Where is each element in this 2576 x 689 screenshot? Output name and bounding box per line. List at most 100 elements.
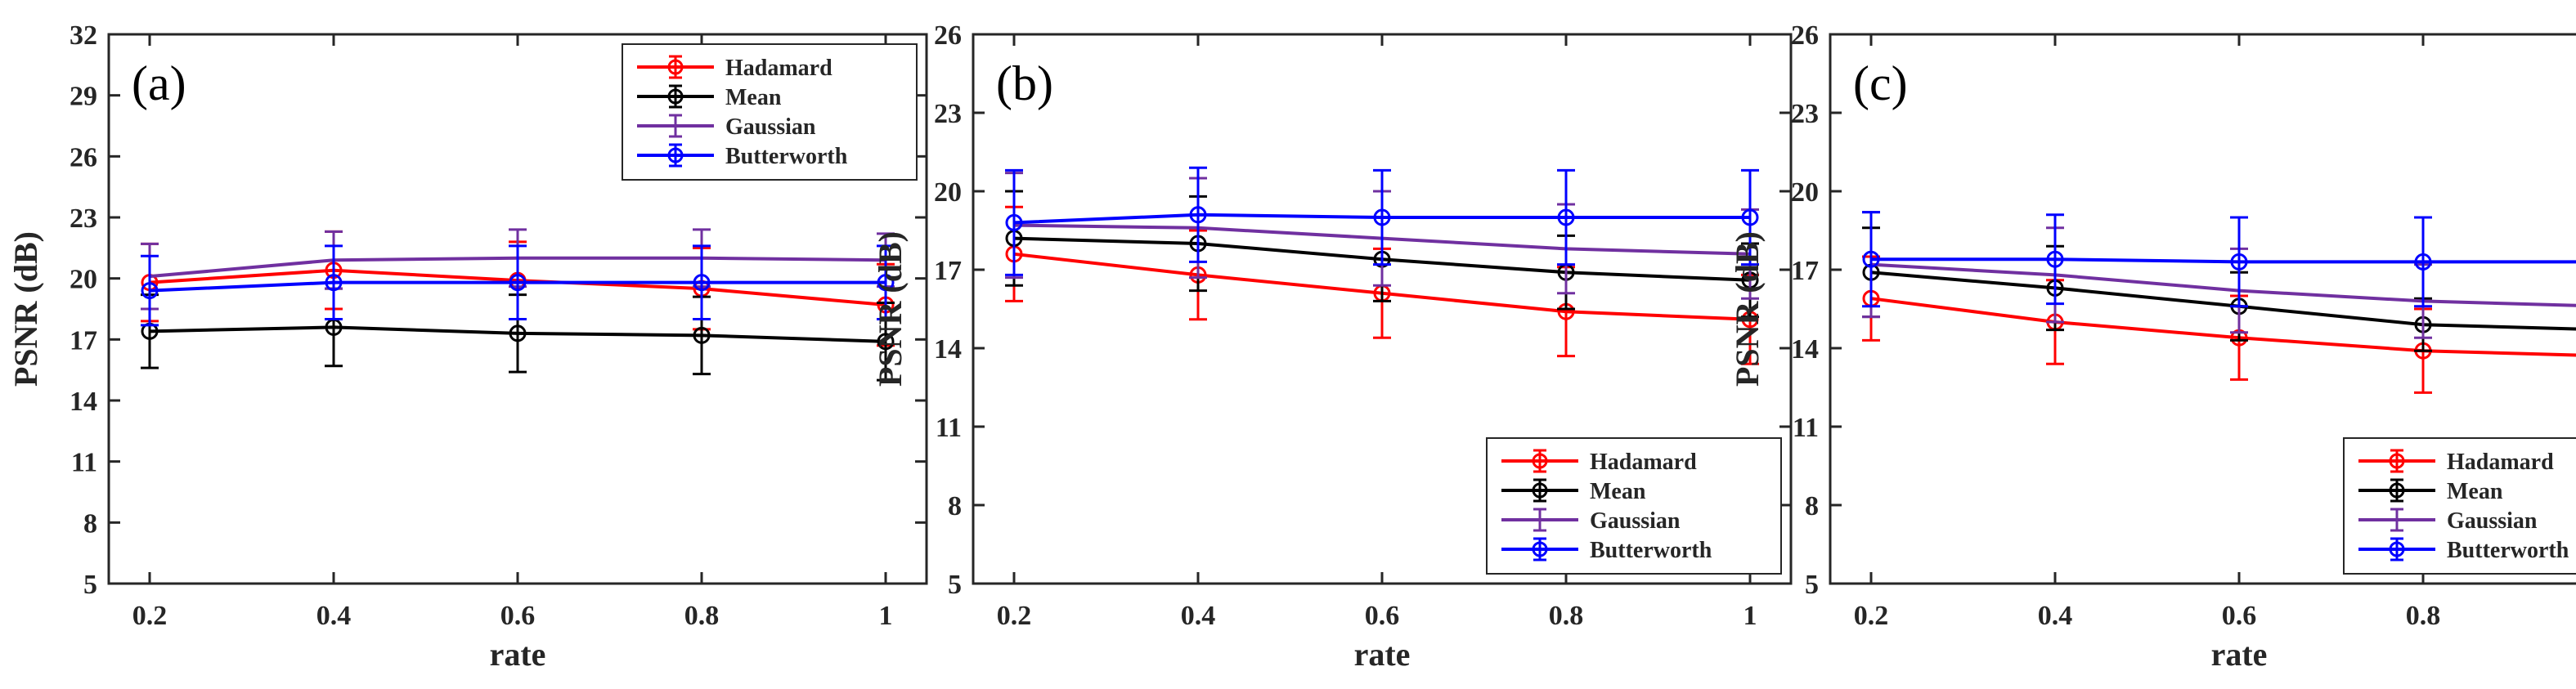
x-tick-label: 0.8 xyxy=(684,601,720,631)
y-axis-label: PSNR (dB) xyxy=(7,231,44,387)
legend-entry-hadamard: Hadamard xyxy=(2358,449,2554,475)
y-axis-label: PSNR (dB) xyxy=(1729,231,1766,387)
legend-swatch-marker xyxy=(667,147,684,163)
x-axis-label: rate xyxy=(2211,636,2268,673)
y-tick-label: 20 xyxy=(70,265,97,295)
y-tick-label: 32 xyxy=(70,20,97,51)
data-point xyxy=(1557,208,1575,226)
y-tick-label: 14 xyxy=(70,387,97,417)
x-tick-label: 0.6 xyxy=(1365,601,1400,631)
panel-tag: (b) xyxy=(996,56,1053,110)
data-point xyxy=(325,274,343,292)
data-point xyxy=(1189,206,1207,224)
data-point xyxy=(2046,250,2064,268)
y-tick-label: 8 xyxy=(948,491,962,521)
y-tick-label: 11 xyxy=(71,448,97,478)
y-axis-label: PSNR (dB) xyxy=(872,231,909,387)
legend-label: Gaussian xyxy=(725,114,816,140)
data-point xyxy=(1005,213,1023,231)
y-tick-label: 20 xyxy=(934,177,962,208)
legend-label: Hadamard xyxy=(1590,450,1697,475)
y-tick-label: 26 xyxy=(934,20,962,51)
y-tick-label: 8 xyxy=(83,508,97,539)
legend-entry-butterworth: Butterworth xyxy=(637,143,848,169)
x-tick-label: 0.2 xyxy=(132,601,168,631)
y-tick-label: 11 xyxy=(936,413,962,443)
legend: Hadamard Mean Gaussian Butterworth xyxy=(1486,437,1782,575)
y-tick-label: 26 xyxy=(70,142,97,172)
legend-label: Gaussian xyxy=(1590,508,1681,534)
y-tick-label: 26 xyxy=(1791,20,1819,51)
legend-swatch-marker xyxy=(2389,482,2405,499)
legend-label: Butterworth xyxy=(725,144,848,169)
legend-label: Hadamard xyxy=(725,56,832,81)
y-tick-label: 20 xyxy=(1791,177,1819,208)
y-tick-label: 5 xyxy=(83,570,97,600)
series-butterworth xyxy=(141,244,895,327)
y-tick-label: 23 xyxy=(70,204,97,234)
legend-label: Butterworth xyxy=(2447,538,2569,563)
legend-entry-butterworth: Butterworth xyxy=(1501,537,1712,563)
y-tick-label: 8 xyxy=(1805,491,1819,521)
legend-swatch-marker xyxy=(667,59,684,75)
legend-entry-hadamard: Hadamard xyxy=(637,55,832,81)
x-tick-label: 0.2 xyxy=(1854,601,1889,631)
legend: Hadamard Mean Gaussian Butterworth xyxy=(622,43,918,181)
data-point xyxy=(1373,208,1391,226)
y-tick-label: 14 xyxy=(1791,334,1819,365)
x-tick-label: 0.6 xyxy=(2222,601,2257,631)
data-point xyxy=(693,274,711,292)
legend-entry-gaussian: Gaussian xyxy=(637,114,816,140)
y-tick-label: 14 xyxy=(934,334,962,365)
y-tick-label: 5 xyxy=(1805,570,1819,600)
legend-entry-gaussian: Gaussian xyxy=(2358,508,2538,534)
legend-label: Mean xyxy=(2447,479,2503,504)
legend-label: Butterworth xyxy=(1590,538,1712,563)
x-axis-label: rate xyxy=(1354,636,1411,673)
x-tick-label: 0.2 xyxy=(997,601,1032,631)
data-point xyxy=(1862,250,1880,268)
x-tick-label: 0.8 xyxy=(2406,601,2441,631)
legend-label: Mean xyxy=(725,85,782,110)
data-point xyxy=(2414,253,2432,271)
x-tick-label: 0.6 xyxy=(500,601,536,631)
data-point xyxy=(2230,253,2248,271)
legend-entry-mean: Mean xyxy=(2358,478,2503,504)
x-axis-label: rate xyxy=(490,636,546,673)
legend-entry-gaussian: Gaussian xyxy=(1501,508,1681,534)
x-tick-label: 0.8 xyxy=(1549,601,1584,631)
legend-swatch-marker xyxy=(667,88,684,105)
chart-panel-b: 5 8 11 14 17 20 23 26 0.2 0.4 0.6 0.8 1 rate PSNR (dB)… xyxy=(872,20,1793,673)
x-tick-label: 0.4 xyxy=(2038,601,2073,631)
y-tick-label: 23 xyxy=(934,99,962,129)
legend-swatch-marker xyxy=(2389,541,2405,557)
panels: 5 8 11 14 17 20 23 26 29 32 0.2 0.4 0.6 0.8 1 rate PSNR … xyxy=(7,20,2576,673)
chart-panel-a: 5 8 11 14 17 20 23 26 29 32 0.2 0.4 0.6 0.8 1 rate PSNR … xyxy=(7,20,928,673)
series-butterworth xyxy=(1005,166,1759,276)
panel-tag: (a) xyxy=(132,56,186,110)
data-point xyxy=(509,324,527,342)
series-butterworth xyxy=(1862,211,2576,308)
data-point xyxy=(877,333,895,351)
legend-swatch-marker xyxy=(1532,482,1548,499)
legend-label: Gaussian xyxy=(2447,508,2538,534)
legend-swatch-marker xyxy=(1532,541,1548,557)
x-tick-label: 0.4 xyxy=(316,601,352,631)
legend-swatch-marker xyxy=(1532,453,1548,469)
x-tick-label: 1 xyxy=(1744,601,1757,631)
x-tick-label: 1 xyxy=(879,601,893,631)
legend-entry-mean: Mean xyxy=(1501,478,1646,504)
legend-label: Hadamard xyxy=(2447,450,2554,475)
data-point xyxy=(1741,208,1759,226)
y-tick-label: 11 xyxy=(1793,413,1819,443)
legend: Hadamard Mean Gaussian Butterworth xyxy=(2343,437,2576,575)
legend-entry-hadamard: Hadamard xyxy=(1501,449,1697,475)
x-tick-label: 0.4 xyxy=(1181,601,1216,631)
legend-entry-mean: Mean xyxy=(637,84,782,110)
legend-label: Mean xyxy=(1590,479,1646,504)
data-point xyxy=(509,274,527,292)
y-tick-label: 17 xyxy=(70,325,97,356)
legend-entry-butterworth: Butterworth xyxy=(2358,537,2569,563)
legend-swatch-marker xyxy=(2389,453,2405,469)
